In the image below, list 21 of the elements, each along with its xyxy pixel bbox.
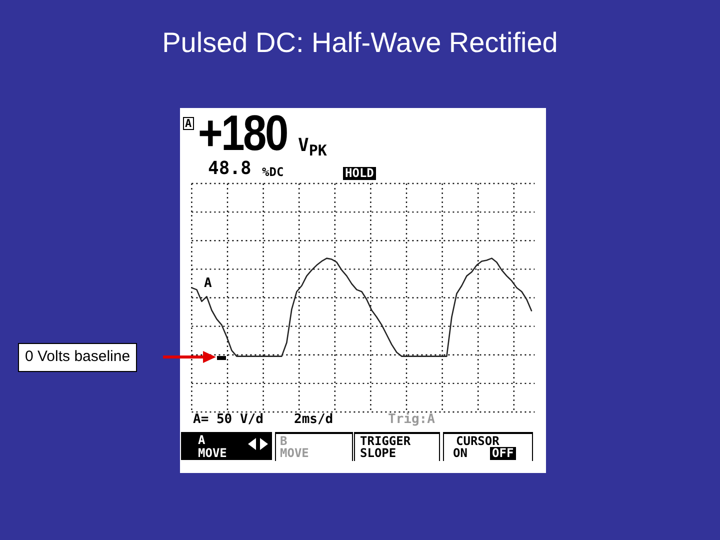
text: B [280,434,288,448]
text: ON [453,446,468,460]
text: 0 Volts baseline [18,343,138,372]
text: 2ms/d [294,412,334,428]
text: +180 [198,105,287,161]
text: A= 50 V/d [193,412,264,428]
text: V$_{PK}$ [298,135,327,160]
text: MOVE [198,446,227,460]
text: Trig:A [388,412,435,428]
text: OFF [490,446,516,460]
text: MOVE [280,446,309,460]
text: A [198,433,206,448]
text: A [183,117,194,130]
text: SLOPE [360,446,396,460]
annotation: A [204,276,212,292]
text: HOLD [343,166,376,180]
text: TRIGGER [360,434,411,448]
chart-title: Pulsed DC: Half-Wave Rectified [161,27,559,59]
text: CURSOR [456,434,500,448]
text: 48.8 [208,158,252,179]
text: %DC [262,165,284,180]
